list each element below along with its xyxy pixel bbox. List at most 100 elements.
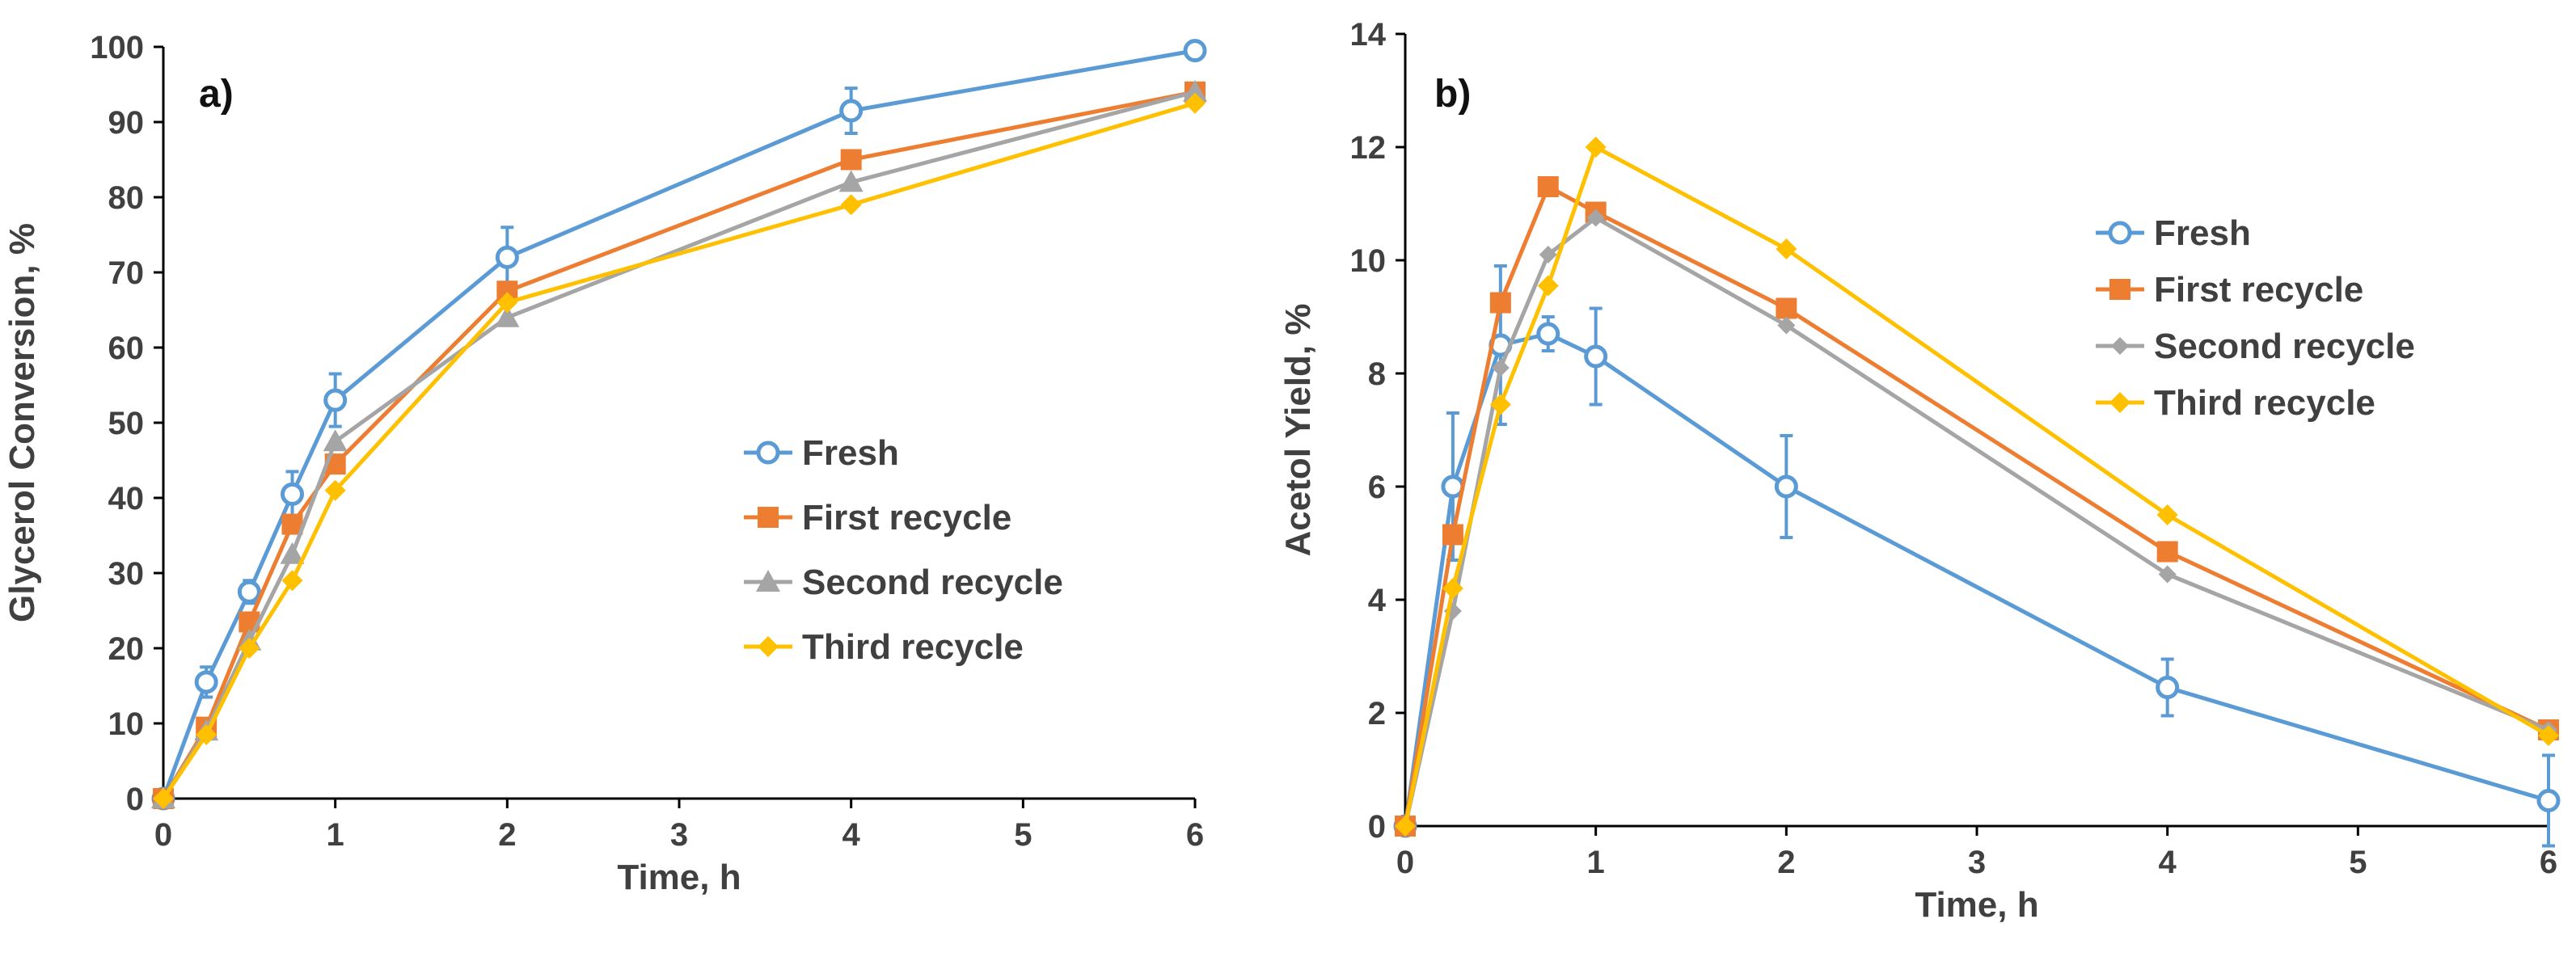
data-point bbox=[1537, 275, 1559, 297]
data-point bbox=[194, 670, 218, 694]
data-point bbox=[1183, 39, 1207, 63]
series-fresh bbox=[1393, 264, 2561, 848]
x-tick-label: 6 bbox=[2540, 845, 2557, 880]
data-point bbox=[281, 482, 304, 506]
legend-label: Second recycle bbox=[802, 563, 1063, 602]
legend-marker bbox=[758, 636, 779, 657]
data-point bbox=[840, 149, 862, 171]
y-tick-label: 6 bbox=[1368, 470, 1386, 505]
y-tick-label: 10 bbox=[108, 706, 145, 742]
data-point bbox=[1776, 297, 1797, 319]
legend-label: Fresh bbox=[2154, 213, 2251, 253]
data-point bbox=[2156, 676, 2180, 699]
x-tick-label: 0 bbox=[154, 817, 172, 853]
series-line-fresh bbox=[1403, 331, 2549, 827]
data-point bbox=[1585, 137, 1607, 158]
x-tick-label: 5 bbox=[2349, 845, 2367, 880]
x-tick-label: 1 bbox=[327, 817, 344, 853]
legend-label: Third recycle bbox=[2154, 383, 2375, 423]
series-second-recycle bbox=[1396, 209, 2557, 835]
data-point bbox=[2158, 565, 2177, 584]
data-point bbox=[1537, 176, 1559, 197]
data-point bbox=[1489, 394, 1511, 415]
data-point bbox=[323, 388, 348, 412]
y-tick-label: 30 bbox=[108, 556, 145, 592]
y-tick-label: 4 bbox=[1368, 583, 1387, 618]
data-point bbox=[153, 788, 174, 809]
data-point bbox=[281, 570, 303, 592]
y-tick-label: 14 bbox=[1350, 17, 1387, 53]
y-tick-label: 8 bbox=[1368, 356, 1386, 392]
x-axis-title: Time, h bbox=[617, 858, 741, 897]
data-point bbox=[2156, 541, 2178, 563]
data-point bbox=[324, 479, 346, 501]
data-point bbox=[1442, 578, 1463, 599]
legend-marker bbox=[2108, 221, 2132, 245]
data-point bbox=[1185, 92, 1206, 114]
y-tick-label: 10 bbox=[1350, 243, 1387, 279]
series-line-second-recycle bbox=[161, 90, 1196, 800]
data-point bbox=[840, 194, 862, 216]
data-point bbox=[196, 723, 217, 745]
legend-marker bbox=[756, 441, 780, 465]
legend: Fresh First recycle Second recycle Third re… bbox=[744, 433, 1063, 667]
x-tick-label: 3 bbox=[670, 817, 688, 853]
series-line-first-recycle bbox=[1403, 184, 2550, 827]
x-tick-label: 1 bbox=[1587, 845, 1605, 880]
y-axis-title: Acetol Yield, % bbox=[1278, 304, 1318, 557]
x-tick-label: 6 bbox=[1186, 817, 1204, 853]
x-tick-label: 2 bbox=[1777, 845, 1795, 880]
x-tick-label: 4 bbox=[842, 817, 861, 853]
series-line-third-recycle bbox=[161, 101, 1196, 800]
y-tick-label: 0 bbox=[1368, 809, 1386, 845]
legend-marker bbox=[2111, 337, 2129, 355]
data-point bbox=[2538, 725, 2559, 746]
data-point bbox=[1539, 246, 1557, 263]
data-point bbox=[1442, 524, 1463, 546]
series-fresh bbox=[151, 39, 1207, 811]
legend-label: Second recycle bbox=[2154, 327, 2415, 366]
x-axis-title: Time, h bbox=[1915, 885, 2038, 925]
legend-marker bbox=[756, 570, 780, 592]
legend: Fresh First recycle Second recycle Third re… bbox=[2096, 213, 2415, 423]
series-line-first-recycle bbox=[161, 90, 1196, 800]
y-tick-label: 70 bbox=[108, 255, 145, 291]
data-point bbox=[1586, 209, 1605, 227]
legend-label: First recycle bbox=[802, 498, 1011, 538]
data-point bbox=[280, 542, 305, 564]
data-point bbox=[1183, 79, 1207, 102]
data-point bbox=[496, 292, 518, 314]
data-point bbox=[1584, 344, 1608, 369]
series-second-recycle bbox=[151, 79, 1207, 808]
x-tick-label: 4 bbox=[2159, 845, 2177, 880]
data-point bbox=[1395, 816, 1416, 837]
data-point bbox=[1489, 292, 1511, 314]
x-tick-label: 5 bbox=[1014, 817, 1032, 853]
y-tick-label: 60 bbox=[108, 331, 145, 366]
legend-marker bbox=[758, 507, 779, 528]
y-tick-label: 90 bbox=[108, 105, 145, 141]
panel-label: a) bbox=[199, 73, 234, 116]
data-point bbox=[839, 99, 864, 123]
series-third-recycle bbox=[1395, 137, 2559, 837]
legend-label: Third recycle bbox=[802, 627, 1024, 667]
data-point bbox=[239, 638, 260, 659]
x-tick-label: 0 bbox=[1396, 845, 1414, 880]
data-point bbox=[495, 245, 519, 269]
legend-label: First recycle bbox=[2154, 270, 2363, 310]
legend-marker bbox=[2109, 392, 2130, 413]
x-tick-label: 3 bbox=[1968, 845, 1986, 880]
y-tick-label: 12 bbox=[1350, 130, 1387, 166]
series-third-recycle bbox=[153, 92, 1206, 809]
y-tick-label: 20 bbox=[108, 631, 145, 667]
data-point bbox=[1774, 474, 1798, 499]
data-point bbox=[2536, 789, 2561, 812]
y-tick-label: 2 bbox=[1368, 696, 1386, 731]
series-line-fresh bbox=[161, 48, 1196, 799]
y-tick-label: 100 bbox=[90, 30, 144, 65]
legend-label: Fresh bbox=[802, 433, 899, 473]
series-first-recycle bbox=[1395, 176, 2559, 837]
